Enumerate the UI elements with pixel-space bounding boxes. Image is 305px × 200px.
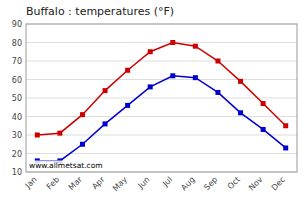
series-line — [37, 76, 285, 161]
point — [103, 121, 108, 126]
y-tick-label: 40 — [12, 113, 22, 122]
x-tick-label: Oct — [226, 175, 242, 191]
y-tick-label: 10 — [12, 168, 22, 177]
grid-line — [26, 79, 297, 80]
y-tick-label: 20 — [12, 150, 22, 159]
point — [193, 75, 198, 80]
grid-line — [26, 61, 297, 62]
x-tick-label: Jan — [23, 175, 39, 191]
point — [170, 73, 175, 78]
grid-line — [26, 153, 297, 154]
x-tick-label: Jun — [136, 175, 152, 191]
point — [283, 123, 288, 128]
point — [103, 88, 108, 93]
point — [193, 44, 198, 49]
annotation: www.allmetsat.com — [29, 161, 103, 170]
y-tick-label: 90 — [12, 20, 22, 29]
title: Buffalo : temperatures (°F) — [26, 5, 174, 18]
x-tick-label: Feb — [45, 175, 61, 191]
chart-container: Buffalo : temperatures (°F) 10 20 30 40 50 60 7… — [0, 0, 305, 200]
plot-frame — [26, 24, 297, 172]
grid-line — [26, 116, 297, 117]
point — [57, 131, 62, 136]
x-tick-label: Apr — [90, 175, 107, 192]
x-tick-label: May — [111, 175, 129, 193]
point — [283, 145, 288, 150]
y-tick-label: 50 — [12, 94, 22, 103]
point — [148, 84, 153, 89]
chart: Buffalo : temperatures (°F) 10 20 30 40 50 60 7… — [0, 0, 305, 200]
y-tick-label: 80 — [12, 39, 22, 48]
annotation-background — [28, 161, 104, 171]
y-tick-label: 30 — [12, 131, 22, 140]
grid-line — [26, 135, 297, 136]
point — [35, 133, 40, 138]
x-tick-label: Dec — [270, 175, 287, 192]
series-line — [37, 43, 285, 136]
x-tick-label: Nov — [247, 175, 265, 193]
x-tick-label: Sep — [202, 175, 219, 192]
x-tick-label: Mar — [67, 175, 85, 193]
point — [215, 59, 220, 64]
x-tick-label: Jul — [160, 175, 174, 189]
grid-line — [26, 42, 297, 43]
point — [261, 101, 266, 106]
plot-area — [35, 40, 288, 163]
point — [170, 40, 175, 45]
point — [80, 112, 85, 117]
y-tick-label: 60 — [12, 76, 22, 85]
point — [148, 49, 153, 54]
point — [215, 90, 220, 95]
point — [125, 68, 130, 73]
point — [238, 110, 243, 115]
point — [80, 142, 85, 147]
y-tick-label: 70 — [12, 57, 22, 66]
point — [238, 79, 243, 84]
point — [125, 103, 130, 108]
point — [261, 127, 266, 132]
x-tick-label: Aug — [179, 175, 196, 192]
